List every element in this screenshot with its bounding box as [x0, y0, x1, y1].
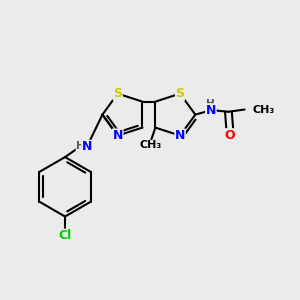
Text: H: H	[76, 141, 85, 151]
Text: N: N	[206, 104, 216, 117]
Text: N: N	[175, 129, 185, 142]
Text: S: S	[113, 87, 122, 100]
Text: CH₃: CH₃	[252, 104, 274, 115]
Text: N: N	[82, 140, 92, 153]
Text: O: O	[224, 129, 235, 142]
Text: S: S	[176, 87, 184, 100]
Text: Cl: Cl	[58, 229, 72, 242]
Text: H: H	[206, 99, 215, 109]
Text: N: N	[112, 129, 123, 142]
Text: CH₃: CH₃	[140, 140, 162, 150]
